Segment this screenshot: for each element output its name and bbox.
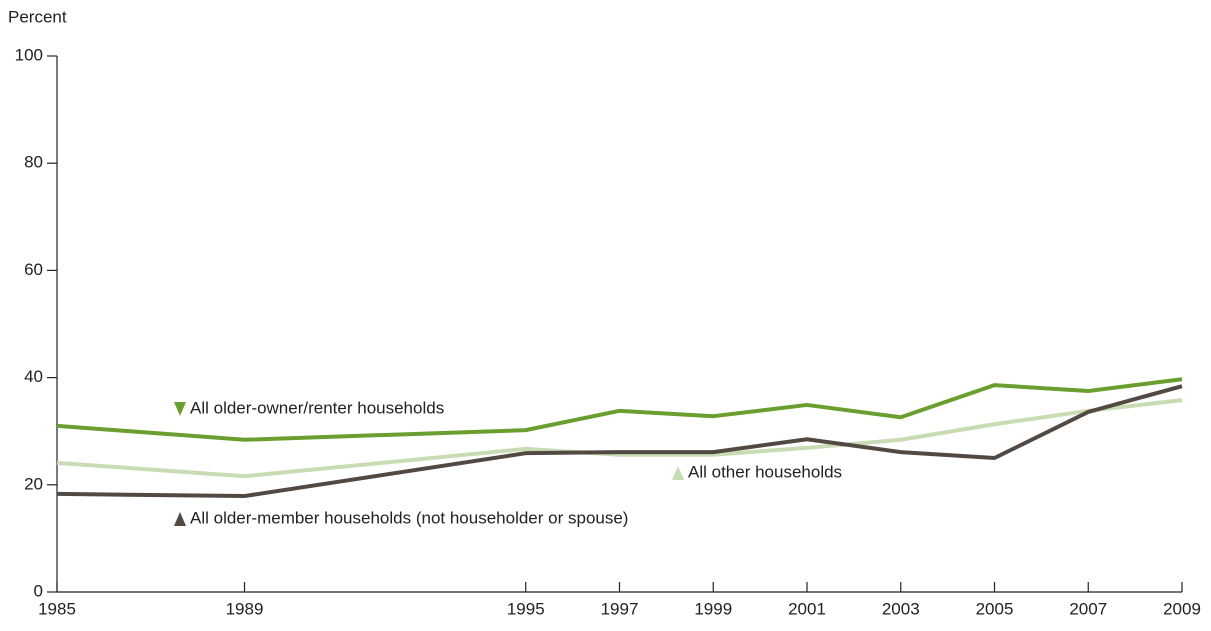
y-tick-label: 100 <box>15 45 43 64</box>
x-tick-label: 1997 <box>601 599 639 618</box>
x-tick-label: 1999 <box>694 599 732 618</box>
legend-marker <box>174 402 186 416</box>
series-line <box>56 384 1183 499</box>
x-tick-label: 2003 <box>882 599 920 618</box>
legend-marker <box>174 512 186 526</box>
x-tick-label: 1985 <box>38 599 76 618</box>
series-line <box>56 377 1183 442</box>
y-tick-label: 0 <box>34 581 43 600</box>
y-tick-label: 40 <box>24 367 43 386</box>
x-tick-label: 2009 <box>1163 599 1201 618</box>
x-tick-label: 1989 <box>226 599 264 618</box>
legend-marker <box>672 466 684 480</box>
x-tick-label: 2007 <box>1069 599 1107 618</box>
x-tick-label: 2005 <box>976 599 1014 618</box>
series-line <box>56 398 1183 479</box>
y-tick-label: 20 <box>24 474 43 493</box>
series-label: All older-owner/renter households <box>190 398 444 417</box>
x-tick-label: 1995 <box>507 599 545 618</box>
y-tick-label: 80 <box>24 153 43 172</box>
y-axis-label: Percent <box>8 7 67 26</box>
series-label: All other households <box>688 462 842 481</box>
series-label: All older-member households (not househo… <box>190 508 628 527</box>
x-tick-label: 2001 <box>788 599 826 618</box>
y-tick-label: 60 <box>24 260 43 279</box>
